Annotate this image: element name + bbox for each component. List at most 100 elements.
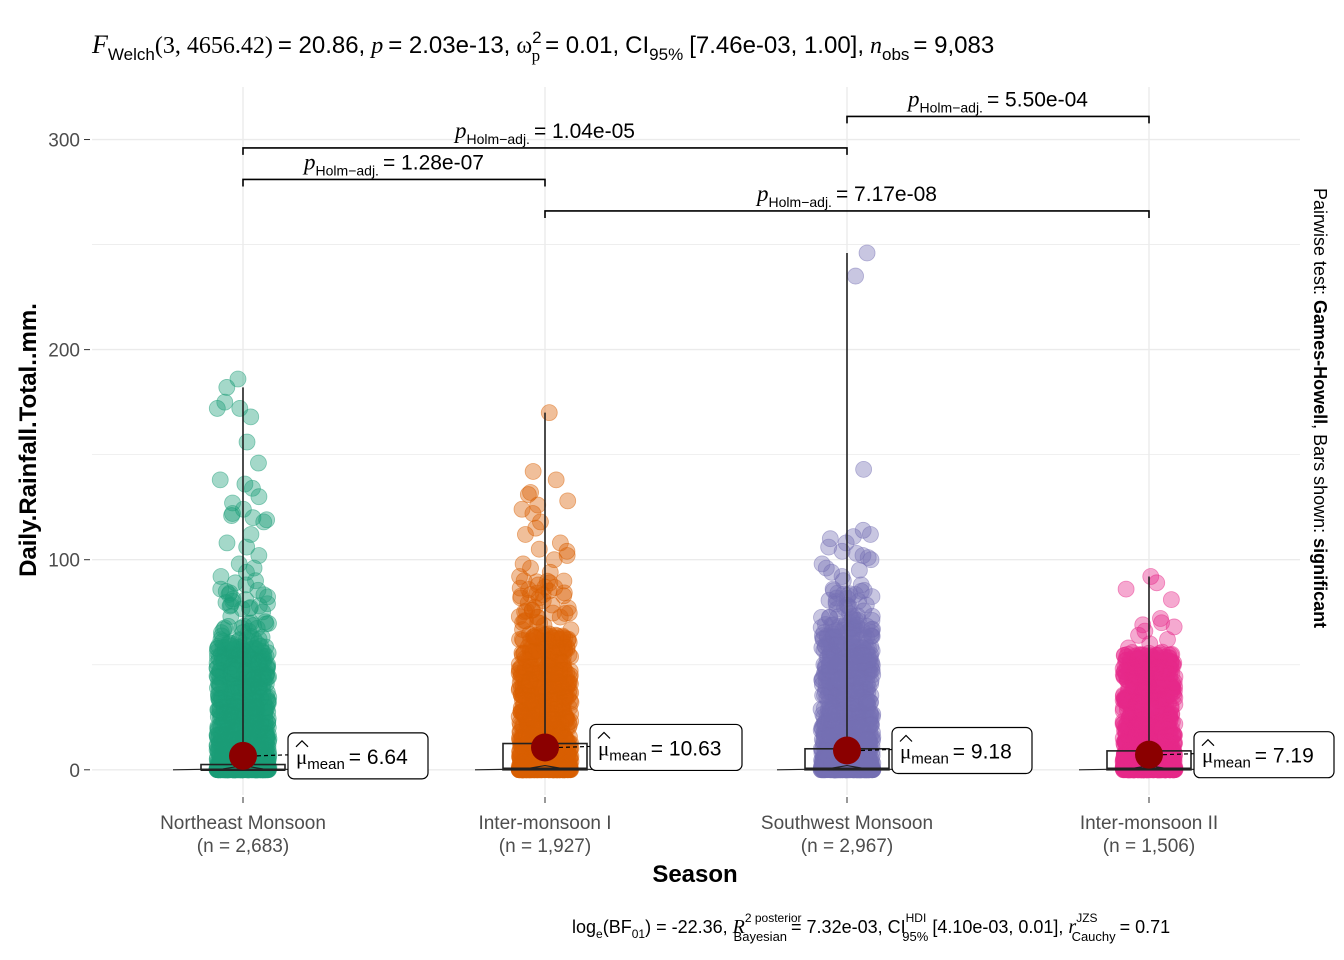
title-f: F: [91, 30, 109, 59]
title-p-val: = 2.03e-13,: [388, 32, 510, 59]
mean-symbol: μ: [900, 740, 911, 764]
mean-sub: mean: [609, 747, 647, 764]
caption-shown: significant: [1310, 538, 1330, 628]
data-point: [1153, 643, 1171, 661]
pairwise-value: = 1.04e-05: [534, 120, 635, 143]
subtitle-bf: (BF: [603, 917, 632, 937]
data-point: [827, 636, 845, 654]
x-tick-count-label: (n = 2,967): [801, 836, 893, 857]
mean-symbol: μ: [296, 745, 307, 769]
data-point: [852, 576, 870, 594]
data-point: [242, 408, 260, 426]
pairwise-value: = 7.17e-08: [836, 183, 937, 206]
subtitle-rc-sub: Cauchy: [1072, 929, 1117, 944]
data-point: [1136, 680, 1154, 698]
pairwise-bracket: [242, 178, 546, 187]
title-n-sub: obs: [882, 45, 909, 64]
pairwise-sub: Holm−adj.: [920, 99, 983, 115]
title-omega-sup: 2: [532, 28, 541, 47]
data-point: [524, 463, 542, 480]
subtitle-rc-val: = 0.71: [1120, 917, 1171, 937]
pairwise-p: p: [755, 181, 769, 206]
mean-symbol: μ: [1202, 744, 1213, 768]
pairwise-label: pHolm−adj. = 1.04e-05: [453, 118, 635, 147]
data-point: [1154, 690, 1172, 708]
data-point: [535, 617, 553, 634]
data-point: [1133, 723, 1151, 741]
data-point: [1116, 663, 1134, 681]
data-point: [218, 379, 236, 396]
x-tick-label: Southwest Monsoon: [761, 813, 933, 834]
mean-value: = 9.18: [953, 741, 1012, 764]
mean-sub: mean: [911, 751, 949, 768]
subtitle-bf-val: ) = -22.36,: [645, 917, 728, 937]
data-point: [829, 653, 847, 671]
y-tick-label: 200: [48, 341, 80, 362]
mean-sub: mean: [1213, 755, 1251, 772]
mean-value: = 7.19: [1255, 745, 1314, 768]
caption-prefix: Pairwise test:: [1310, 188, 1330, 300]
title-df: (3, 4656.42): [155, 33, 273, 59]
pairwise-sub: Holm−adj.: [316, 162, 379, 178]
x-tick-label: Inter-monsoon I: [478, 813, 611, 834]
y-axis-label: Daily.Rainfall.Total..mm.: [15, 303, 42, 577]
data-point: [517, 526, 534, 543]
y-tick-label: 100: [48, 551, 80, 572]
data-point: [211, 676, 229, 694]
data-point: [216, 619, 234, 637]
data-point: [858, 731, 876, 749]
x-axis-ticks: Northeast Monsoon(n = 2,683)Inter-monsoo…: [160, 797, 1218, 857]
data-point: [850, 561, 868, 579]
data-point: [1162, 591, 1180, 609]
data-point: [250, 454, 267, 472]
data-point: [259, 668, 276, 686]
data-point: [821, 608, 839, 626]
subtitle-ci-sup: HDI: [906, 911, 927, 925]
data-point: [226, 639, 244, 657]
x-tick-count-label: (n = 1,506): [1103, 836, 1195, 857]
y-tick-label: 0: [69, 761, 80, 782]
data-point: [250, 488, 268, 506]
data-point: [558, 638, 576, 656]
title-p: p: [369, 33, 383, 59]
data-point: [858, 756, 876, 774]
caption-middle: , Bars shown:: [1310, 424, 1330, 538]
data-point: [540, 404, 558, 422]
pairwise-label: pHolm−adj. = 7.17e-08: [755, 181, 937, 210]
mean-value: = 6.64: [349, 746, 408, 769]
pairwise-bracket: [846, 115, 1150, 124]
data-point: [863, 607, 881, 625]
mean-sub: mean: [307, 756, 345, 773]
data-point: [1164, 675, 1182, 692]
pairwise-sub: Holm−adj.: [769, 194, 832, 210]
x-axis-label: Season: [652, 861, 737, 888]
data-point: [1117, 580, 1135, 598]
data-point: [544, 710, 562, 727]
data-point: [862, 526, 879, 543]
subtitle-ci-val: [4.10e-03, 0.01],: [932, 917, 1063, 937]
data-point: [259, 588, 276, 606]
title-omega: ω: [516, 33, 532, 59]
title-stat: = 20.86,: [278, 32, 365, 59]
data-point: [255, 513, 273, 531]
data-point: [547, 471, 565, 489]
data-point: [211, 717, 229, 735]
data-point: [227, 661, 244, 679]
data-point: [238, 433, 256, 451]
title-ci: CI: [625, 32, 649, 59]
data-point: [858, 244, 876, 262]
data-point: [208, 400, 226, 417]
chart-title: FWelch(3, 4656.42) = 20.86, p = 2.03e-13, ω2…: [91, 28, 994, 65]
right-caption: Pairwise test: Games-Howell, Bars shown:…: [1310, 188, 1330, 628]
pairwise-value: = 1.28e-07: [383, 151, 484, 174]
subtitle-log: log: [572, 917, 596, 937]
pairwise-p: p: [453, 118, 467, 143]
data-point: [246, 714, 264, 732]
data-point: [555, 587, 573, 605]
data-point: [813, 639, 831, 657]
data-point: [218, 534, 236, 552]
data-point: [824, 580, 842, 598]
subtitle-r-val: = 7.32e-03,: [791, 917, 883, 937]
data-point: [1148, 574, 1166, 592]
